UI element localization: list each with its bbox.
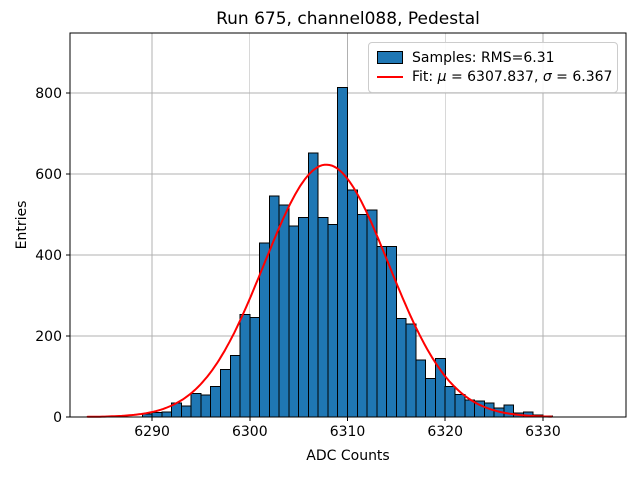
fit-label-prefix: Fit: xyxy=(412,69,438,86)
histogram-bar xyxy=(288,225,300,418)
histogram-bar xyxy=(395,318,407,418)
histogram-bar xyxy=(347,189,358,418)
gaussian-fit-curve xyxy=(86,163,553,418)
x-tick-label: 6330 xyxy=(525,424,561,440)
legend-row-samples: Samples: RMS=6.31 xyxy=(377,51,609,65)
ticks xyxy=(66,92,544,421)
y-tick-label: 800 xyxy=(35,86,62,102)
tick-labels: 6290 6300 6310 6320 6330 0 200 400 600 800 xyxy=(35,86,560,440)
histogram-bar xyxy=(405,323,417,418)
legend: Samples: RMS=6.31 Fit: μ = 6307.837, σ =… xyxy=(368,42,618,93)
histogram-bar xyxy=(464,399,476,418)
histogram-bar xyxy=(278,204,290,418)
y-tick-label: 0 xyxy=(53,410,62,426)
x-tick-label: 6290 xyxy=(134,424,170,440)
fit-label: Fit: μ = 6307.837, σ = 6.367 xyxy=(412,70,612,84)
y-axis-label: Entries xyxy=(14,200,30,250)
histogram-bar xyxy=(190,393,202,418)
histogram-bar xyxy=(249,316,261,418)
histogram-bar xyxy=(239,314,251,418)
samples-swatch xyxy=(377,51,403,65)
histogram-bar xyxy=(356,214,368,418)
histogram-bar xyxy=(229,354,241,418)
histogram-bar xyxy=(454,394,466,418)
histogram-bar xyxy=(210,386,221,418)
x-tick-label: 6320 xyxy=(427,424,463,440)
histogram-bar xyxy=(435,357,446,418)
y-tick-label: 200 xyxy=(35,329,62,345)
sigma-symbol: σ xyxy=(542,69,552,86)
samples-label: Samples: RMS=6.31 xyxy=(412,51,555,65)
histogram-bar xyxy=(415,359,427,418)
histogram-bar xyxy=(327,224,339,418)
fit-label-mu-value: = 6307.837, xyxy=(446,69,543,86)
x-axis-label: ADC Counts xyxy=(306,448,390,464)
mu-symbol: μ xyxy=(437,69,447,86)
histogram-bar xyxy=(200,394,212,418)
histogram-bar xyxy=(337,86,348,418)
histogram-bar xyxy=(376,246,388,418)
chart-title: Run 675, channel088, Pedestal xyxy=(216,9,480,29)
histogram-bar xyxy=(220,369,231,418)
legend-row-fit: Fit: μ = 6307.837, σ = 6.367 xyxy=(377,70,612,84)
histogram-bar xyxy=(161,411,173,418)
histogram-bars xyxy=(141,86,554,418)
x-tick-label: 6300 xyxy=(232,424,268,440)
histogram-bar xyxy=(444,386,456,418)
histogram-bar xyxy=(151,412,163,418)
histogram-bar xyxy=(317,216,329,418)
fit-line-swatch xyxy=(377,76,403,79)
x-tick-label: 6310 xyxy=(330,424,366,440)
histogram-bar xyxy=(298,216,309,418)
histogram-bar xyxy=(425,378,436,418)
samples-label-text: Samples: RMS=6.31 xyxy=(412,49,555,66)
histogram-bar xyxy=(366,209,378,418)
y-tick-label: 600 xyxy=(35,167,62,183)
fit-label-sigma-value: = 6.367 xyxy=(551,69,613,86)
histogram-bar xyxy=(307,152,319,418)
y-tick-label: 400 xyxy=(35,248,62,264)
histogram-bar xyxy=(503,404,515,418)
histogram-bar xyxy=(180,405,192,418)
